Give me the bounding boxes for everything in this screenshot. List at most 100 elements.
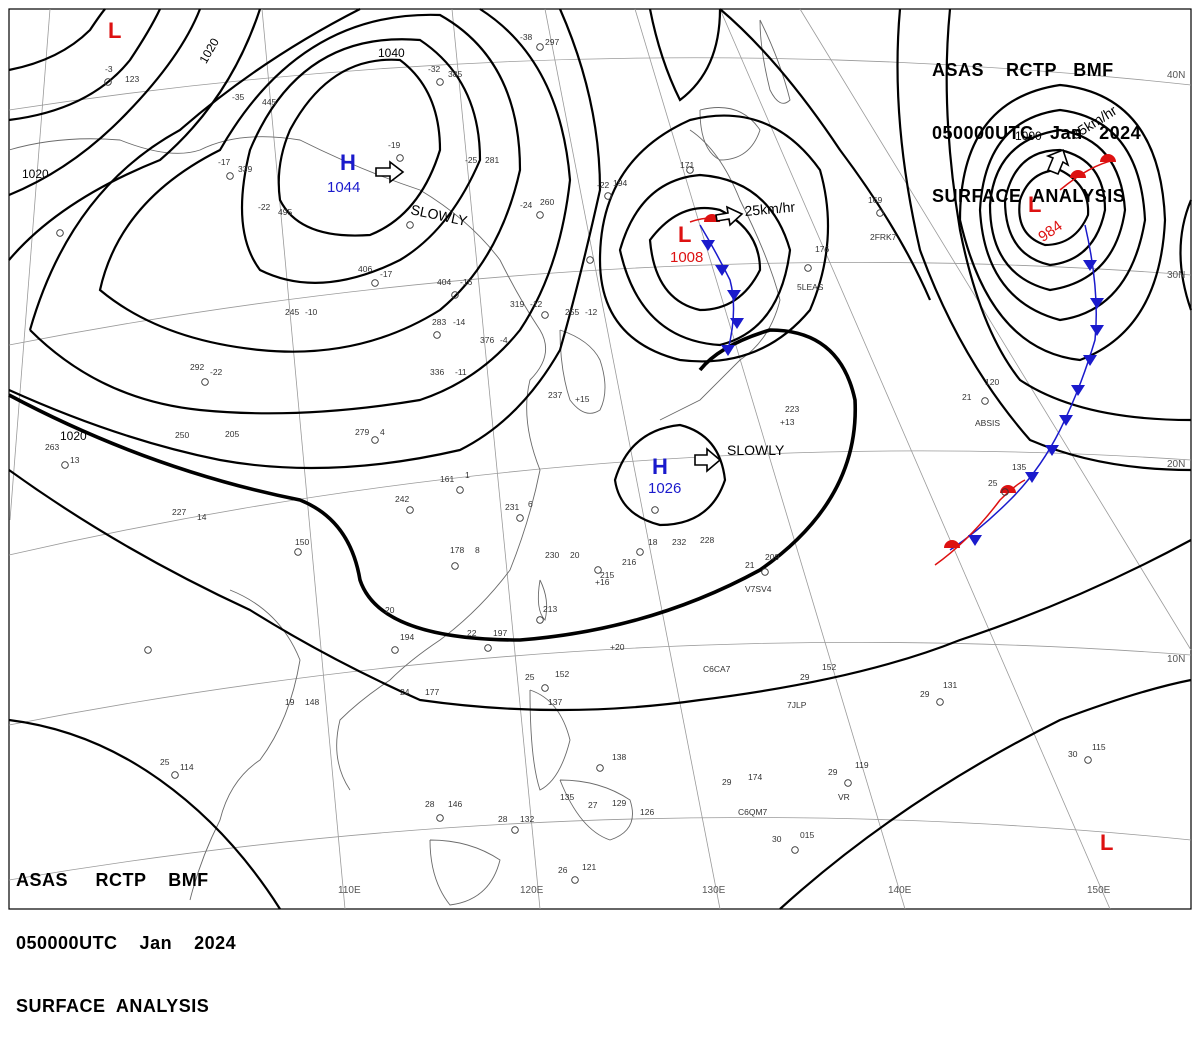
coast-taiwan bbox=[537, 579, 548, 621]
station-value: 228 bbox=[700, 535, 714, 545]
station-circle bbox=[594, 566, 602, 574]
lon-label-130e: 130E bbox=[702, 885, 726, 896]
station-value: 209 bbox=[765, 552, 779, 562]
station-value: 25 bbox=[525, 672, 535, 682]
station-value: 297 bbox=[545, 37, 559, 47]
station-value: 336 bbox=[430, 367, 444, 377]
station-circle bbox=[436, 814, 444, 822]
station-value: -38 bbox=[520, 32, 533, 42]
station-value: 27 bbox=[588, 800, 598, 810]
station-circle bbox=[571, 876, 579, 884]
station-value: 232 bbox=[672, 537, 686, 547]
meridian-140e bbox=[634, 8, 906, 910]
cold-front-triangle bbox=[1090, 325, 1104, 336]
station-circle bbox=[686, 166, 694, 174]
station-circle bbox=[104, 78, 112, 86]
station-value: 245 bbox=[285, 307, 299, 317]
station-value: 213 bbox=[543, 604, 557, 614]
isobar-1012-south bbox=[8, 718, 281, 910]
station-value: 30 bbox=[1068, 749, 1078, 759]
isobar-1016-south bbox=[8, 469, 1192, 712]
cold-front-triangle bbox=[1025, 472, 1039, 483]
station-value: -12 bbox=[530, 299, 543, 309]
isobar-label-1020-bold: 1020 bbox=[60, 429, 87, 443]
isobar-1016-east2 bbox=[1179, 199, 1193, 311]
station-value: -24 bbox=[520, 200, 533, 210]
station-value: 138 bbox=[612, 752, 626, 762]
graticule-labels: 110E 120E 130E 140E 150E 40N 30N 20N 10N bbox=[338, 70, 1185, 896]
coast-asia-north bbox=[8, 136, 547, 791]
isobar-1028b bbox=[29, 8, 572, 415]
station-circle bbox=[406, 506, 414, 514]
isobar-1036 bbox=[240, 38, 482, 284]
station-value: C6QM7 bbox=[738, 807, 768, 817]
station-value: 176 bbox=[815, 244, 829, 254]
station-value: 339 bbox=[238, 164, 252, 174]
warm-front-south bbox=[934, 479, 1026, 566]
station-value: +15 bbox=[575, 394, 590, 404]
station-value: 114 bbox=[180, 762, 194, 772]
station-value: +16 bbox=[595, 577, 610, 587]
station-value: 231 bbox=[505, 502, 519, 512]
station-circle bbox=[536, 616, 544, 624]
station-value: 376 bbox=[480, 335, 494, 345]
cold-front-triangle bbox=[1045, 445, 1059, 456]
cold-front-triangle bbox=[1090, 298, 1104, 309]
coastlines bbox=[8, 19, 791, 906]
station-circle bbox=[604, 192, 612, 200]
meridian-110e bbox=[261, 8, 346, 910]
isobar-1024 bbox=[8, 8, 262, 261]
station-value: 126 bbox=[640, 807, 654, 817]
station-value: VR bbox=[838, 792, 850, 802]
front-marks bbox=[701, 154, 1116, 548]
header-bottom-line3: SURFACE ANALYSIS bbox=[16, 996, 210, 1016]
station-value: -22 bbox=[597, 180, 610, 190]
isobar-1032 bbox=[98, 13, 522, 353]
station-value: -17 bbox=[218, 157, 231, 167]
station-circle bbox=[511, 826, 519, 834]
parallel-0 bbox=[8, 817, 1192, 881]
movement-slowly-2: SLOWLY bbox=[727, 442, 785, 458]
cold-front-triangle bbox=[1059, 415, 1073, 426]
isobar-988 bbox=[1003, 148, 1107, 267]
station-value: 161 bbox=[440, 474, 454, 484]
station-value: 14 bbox=[197, 512, 207, 522]
isobar-label-1000: 1000 bbox=[1015, 129, 1042, 143]
isobar-labels: 1020 1040 1020 1020 1000 bbox=[22, 35, 1042, 443]
station-circle bbox=[804, 264, 812, 272]
movement-25kmhr: 25km/hr bbox=[744, 199, 796, 219]
station-value: 171 bbox=[680, 160, 694, 170]
low-1008-letter: L bbox=[678, 222, 691, 247]
station-value: 24 bbox=[400, 687, 410, 697]
fronts bbox=[689, 154, 1116, 566]
station-circle bbox=[451, 291, 459, 299]
station-value: 146 bbox=[448, 799, 462, 809]
station-value: 26 bbox=[558, 865, 568, 875]
isobar-1026-h bbox=[613, 423, 727, 527]
isobar-1020-jp bbox=[648, 8, 722, 102]
coast-japan bbox=[659, 129, 781, 421]
station-value: 120 bbox=[985, 377, 999, 387]
high-1044-letter: H bbox=[340, 150, 356, 175]
isobar-low-1012 bbox=[618, 173, 792, 347]
station-value: 19 bbox=[285, 697, 295, 707]
station-value: 319 bbox=[510, 299, 524, 309]
station-circle bbox=[536, 211, 544, 219]
isobar-1020-east bbox=[719, 8, 932, 301]
isobar-992 bbox=[988, 128, 1127, 292]
arrow-35kmhr bbox=[1045, 148, 1070, 176]
station-value: 131 bbox=[943, 680, 957, 690]
station-value: 283 bbox=[432, 317, 446, 327]
station-value: 205 bbox=[225, 429, 239, 439]
low-nw-letter: L bbox=[108, 18, 121, 43]
station-circle bbox=[56, 229, 64, 237]
station-value: -12 bbox=[585, 307, 598, 317]
station-value: 28 bbox=[425, 799, 435, 809]
station-value: -16 bbox=[460, 277, 473, 287]
station-circle bbox=[761, 568, 769, 576]
station-value: 1 bbox=[465, 470, 470, 480]
station-value: 8 bbox=[475, 545, 480, 555]
station-value: 20 bbox=[570, 550, 580, 560]
lon-label-140e: 140E bbox=[888, 885, 912, 896]
